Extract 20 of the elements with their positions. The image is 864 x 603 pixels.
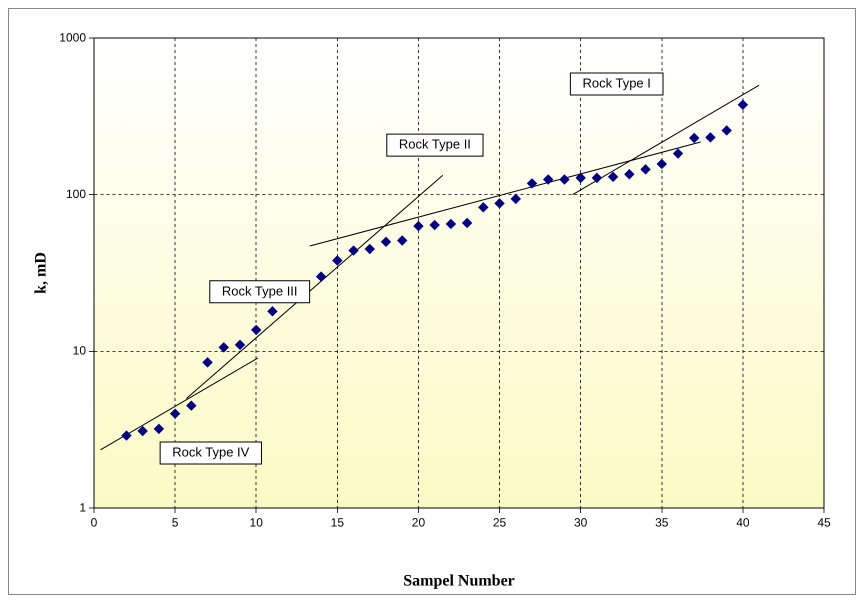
x-tick-label: 45 bbox=[817, 516, 831, 530]
x-tick-label: 25 bbox=[492, 516, 507, 530]
x-tick-label: 15 bbox=[330, 516, 344, 530]
annotation: Rock Type IV bbox=[172, 444, 250, 460]
y-tick-label: 10 bbox=[72, 344, 86, 358]
y-axis-title: k, mD bbox=[32, 252, 50, 294]
annotation: Rock Type II bbox=[398, 136, 471, 152]
x-tick-label: 35 bbox=[655, 516, 669, 530]
x-axis-title: Sampel Number bbox=[403, 572, 515, 590]
x-tick-label: 0 bbox=[90, 516, 98, 530]
x-tick-label: 5 bbox=[172, 516, 179, 530]
y-tick-label: 1000 bbox=[59, 30, 86, 44]
x-tick-label: 10 bbox=[250, 516, 264, 530]
y-tick-label: 1 bbox=[79, 500, 86, 514]
annotation: Rock Type I bbox=[582, 76, 651, 91]
x-tick-label: 40 bbox=[736, 516, 750, 530]
annotation: Rock Type III bbox=[222, 283, 298, 298]
y-tick-label: 100 bbox=[66, 186, 86, 201]
x-tick-label: 20 bbox=[412, 516, 426, 530]
x-tick-label: 30 bbox=[574, 516, 588, 530]
